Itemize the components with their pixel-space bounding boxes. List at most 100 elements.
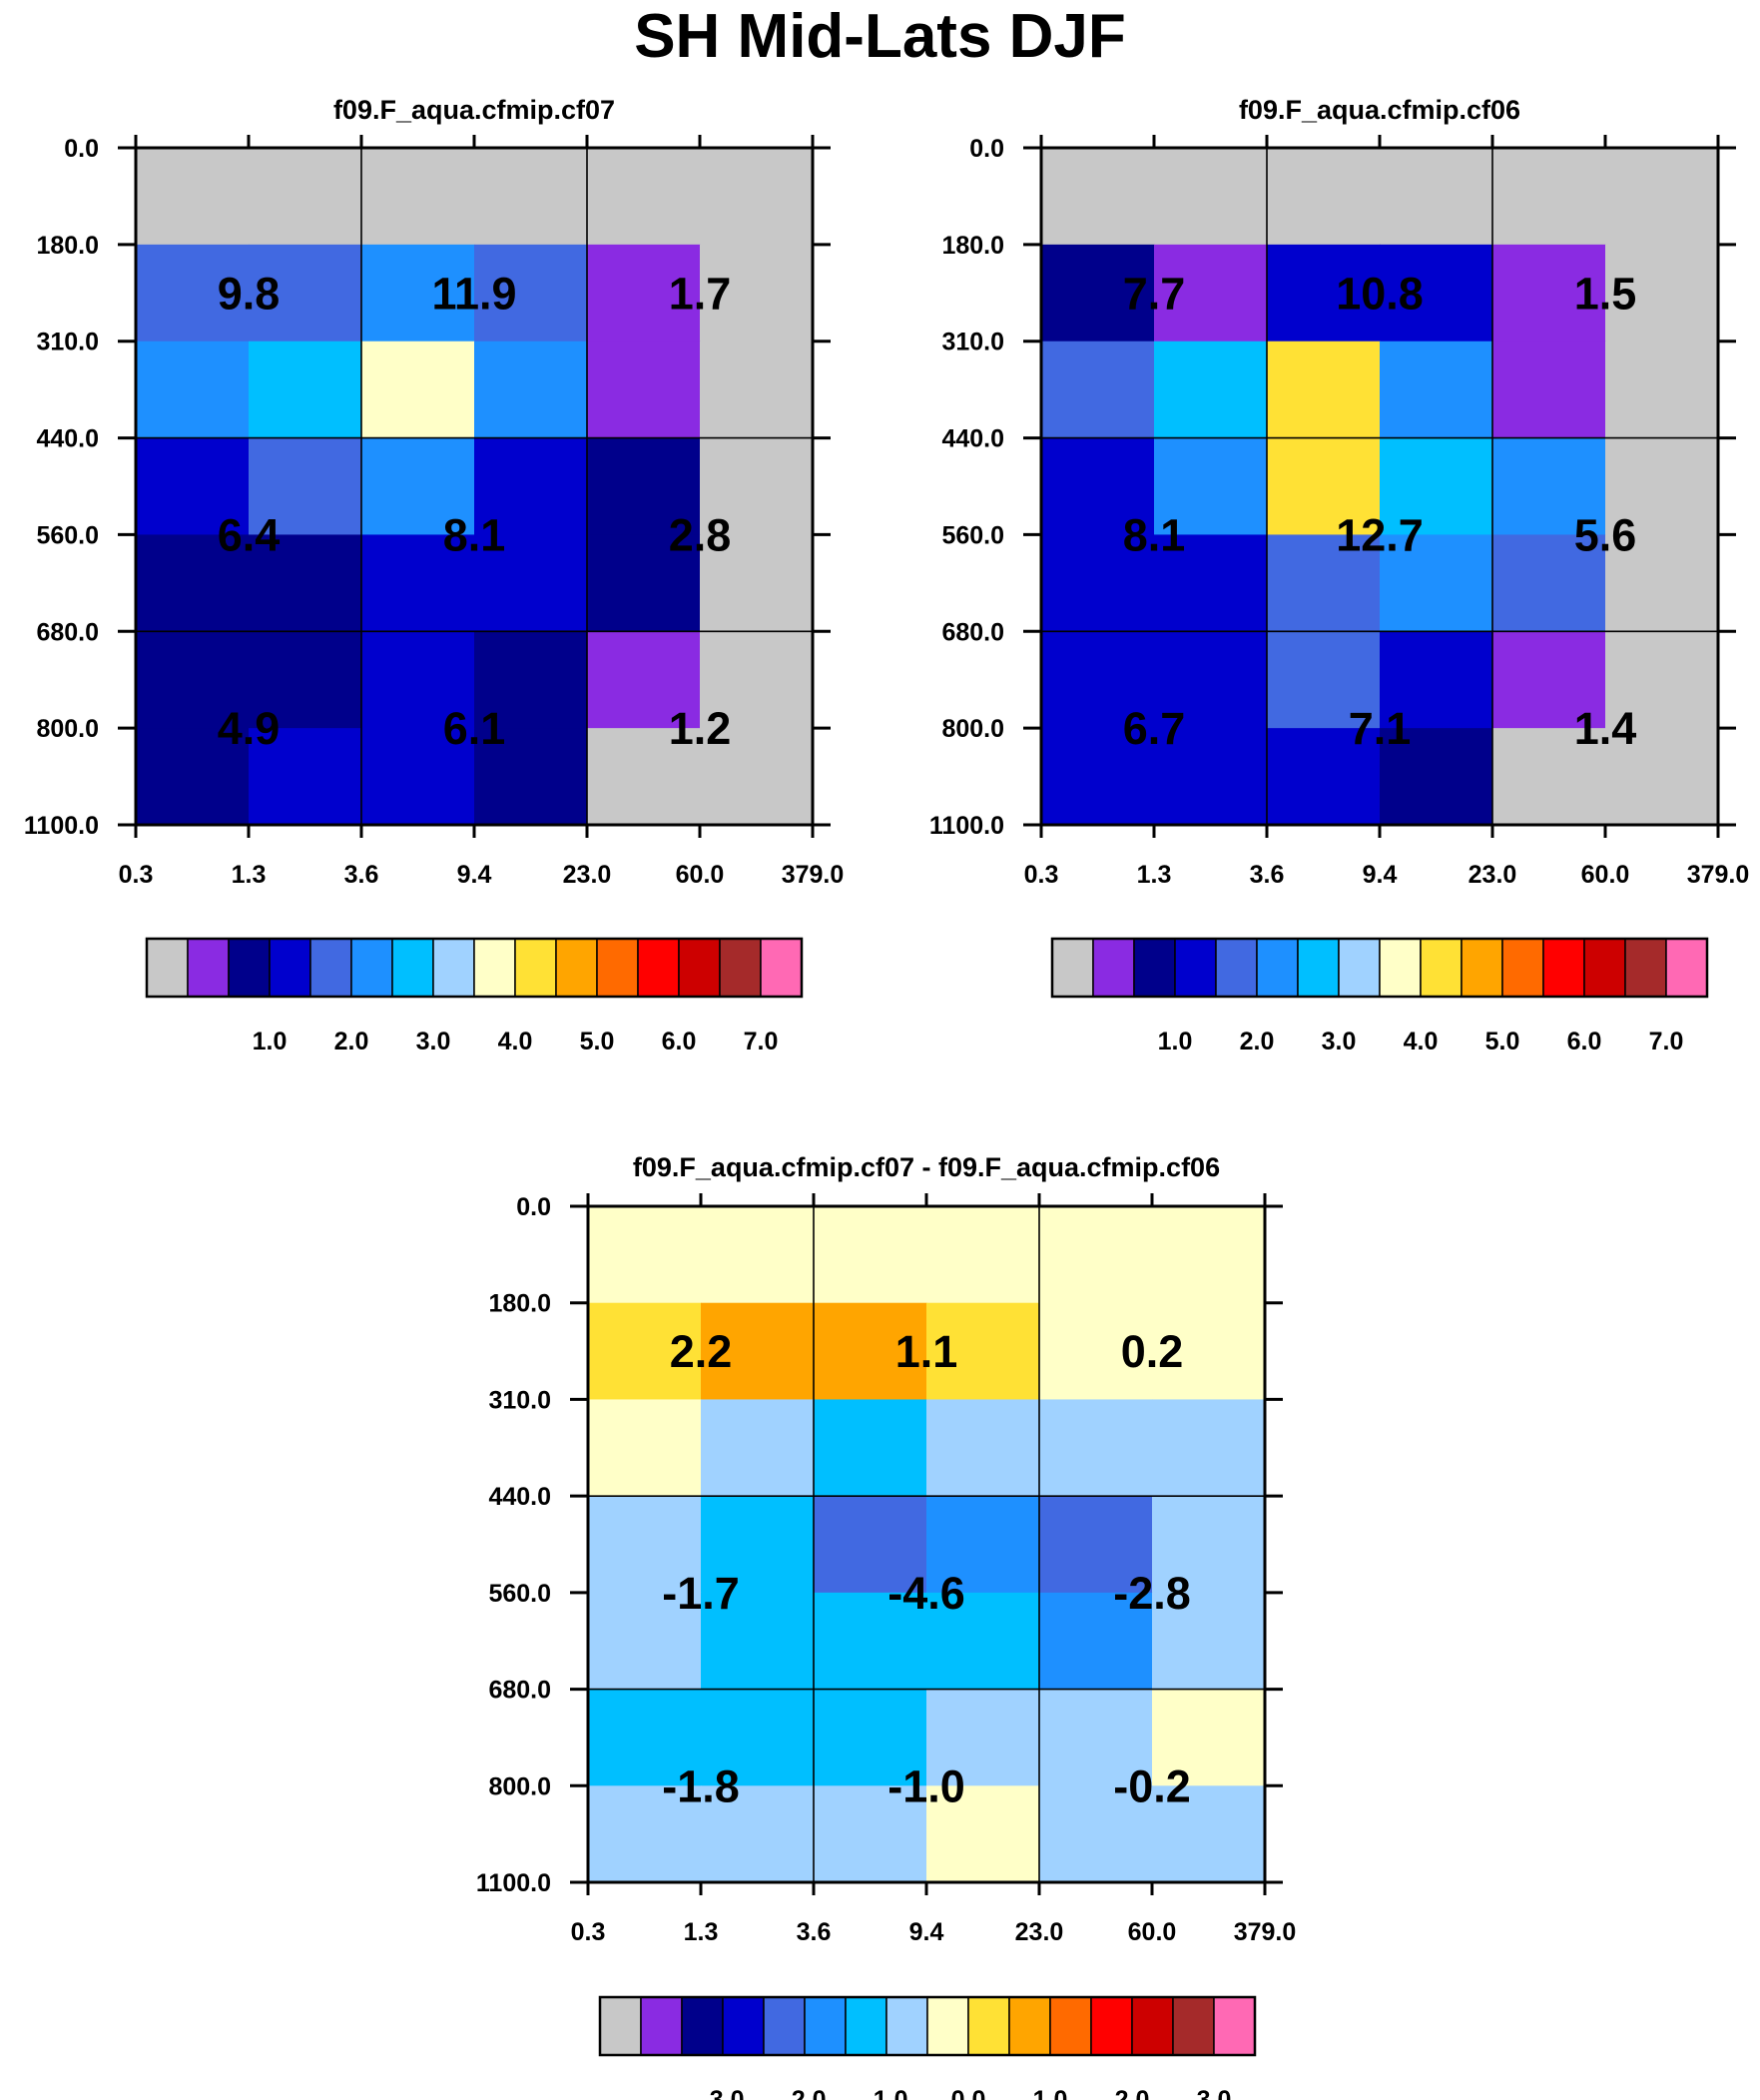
block-value-label: 4.9: [218, 703, 281, 754]
colorbar-tick-label: 1.0: [1158, 1028, 1193, 1055]
heatmap-cell: [1154, 728, 1268, 826]
heatmap-cell: [474, 148, 588, 246]
block-value-label: 5.6: [1574, 509, 1637, 560]
heatmap-cell: [474, 341, 588, 439]
heatmap-cell: [136, 437, 250, 536]
heatmap-cell: [136, 631, 250, 729]
colorbar-swatch: [885, 1996, 928, 2056]
x-tick-label: 9.4: [1363, 861, 1398, 889]
heatmap-cell: [1154, 341, 1268, 439]
heatmap-cell: [1041, 437, 1155, 536]
heatmap-cell: [926, 1689, 1040, 1786]
heatmap-cell: [1152, 1206, 1266, 1304]
panel-3: 0.3 1.3 3.6 9.4 23.0 60.0 379.0 0.0 180.0 310.0 44…: [476, 1152, 1296, 2100]
colorbar-frame: [598, 1995, 1257, 2057]
block-value-label: 1.5: [1574, 268, 1637, 319]
heatmap-cell: [1267, 148, 1381, 246]
heatmap-cell: [1039, 1302, 1153, 1401]
heatmap-cell: [926, 1302, 1040, 1401]
colorbar-swatch: [1090, 1996, 1133, 2056]
heatmap-cell: [249, 148, 362, 246]
colorbar-swatch: [1092, 938, 1135, 998]
heatmap-cell: [361, 534, 475, 632]
heatmap-cell: [1152, 1689, 1266, 1786]
heatmap-cell: [1380, 244, 1493, 343]
block-value-label: 7.1: [1349, 703, 1412, 754]
block-value-label: -1.0: [887, 1760, 965, 1811]
y-tick-label: 440.0: [488, 1483, 551, 1511]
colorbar-swatch: [1542, 938, 1585, 998]
heatmap-cell: [700, 244, 814, 343]
heatmap-cell: [926, 1496, 1040, 1594]
heatmap-cell: [587, 341, 701, 439]
heatmap-cell: [814, 1206, 927, 1304]
heatmap-cell: [701, 1399, 815, 1497]
heatmap-cell: [1605, 148, 1719, 246]
block-value-label: 11.9: [431, 268, 516, 319]
heatmap-cell: [361, 244, 475, 343]
colorbar-tick-label: 2.0: [334, 1028, 369, 1055]
colorbar-tick-label: -1.0: [865, 2086, 907, 2100]
y-tick-label: 1100.0: [476, 1869, 551, 1897]
colorbar-swatch: [1624, 938, 1667, 998]
heatmap-cell: [1039, 1496, 1153, 1594]
block-value-label: 2.8: [669, 509, 732, 560]
x-tick-label: 60.0: [676, 861, 725, 889]
x-tick-label: 379.0: [1234, 1918, 1297, 1946]
panel-title: f09.F_aqua.cfmip.cf06: [1239, 95, 1520, 125]
heatmap-cell: [474, 534, 588, 632]
heatmap-cell: [588, 1399, 702, 1497]
heatmap-cell: [1154, 534, 1268, 632]
colorbar-swatch: [1379, 938, 1422, 998]
y-tick-label: 800.0: [488, 1772, 551, 1800]
block-value-label: 1.1: [895, 1326, 958, 1377]
heatmap-cell: [701, 1785, 815, 1883]
heatmap-cell: [1154, 148, 1268, 246]
colorbar-swatch: [514, 938, 557, 998]
y-tick-label: 800.0: [36, 715, 99, 743]
heatmap-cell: [814, 1592, 927, 1691]
colorbar-tick-label: 1.0: [253, 1028, 288, 1055]
heatmap-cell: [587, 244, 701, 343]
heatmap-cell: [926, 1592, 1040, 1691]
colorbar-swatch: [681, 1996, 724, 2056]
heatmap-cell: [588, 1592, 702, 1691]
colorbar-swatch: [763, 1996, 806, 2056]
x-tick-label: 0.3: [571, 1918, 606, 1946]
heatmap-cell: [1041, 728, 1155, 826]
colorbar-tick-label: 6.0: [1567, 1028, 1602, 1055]
block-value-label: 6.7: [1123, 703, 1186, 754]
heatmap-cell: [1039, 1206, 1153, 1304]
colorbar-tick-label: 3.0: [416, 1028, 451, 1055]
colorbar-tick-label: 5.0: [1485, 1028, 1520, 1055]
heatmap-cell: [1492, 244, 1606, 343]
x-tick-label: 379.0: [782, 861, 845, 889]
colorbar-swatch: [719, 938, 762, 998]
heatmap-cell: [474, 437, 588, 536]
heatmap-cell: [1492, 341, 1606, 439]
heatmap-cell: [1492, 437, 1606, 536]
colorbar-swatch: [309, 938, 352, 998]
heatmap-cell: [588, 1496, 702, 1594]
heatmap-cell: [587, 728, 701, 826]
heatmap-cell: [700, 534, 814, 632]
heatmap-cell: [249, 728, 362, 826]
heatmap-cell: [1039, 1592, 1153, 1691]
heatmap-cell: [249, 534, 362, 632]
heatmap-cell: [249, 631, 362, 729]
heatmap-cell: [1605, 534, 1719, 632]
panel-title: f09.F_aqua.cfmip.cf07 - f09.F_aqua.cfmip…: [633, 1152, 1220, 1182]
block-value-label: 0.2: [1121, 1326, 1184, 1377]
block-value-label: -0.2: [1113, 1760, 1191, 1811]
colorbar-swatch: [599, 1996, 642, 2056]
y-tick-label: 1100.0: [24, 812, 99, 840]
heatmap-cell: [1380, 631, 1493, 729]
x-tick-label: 379.0: [1687, 861, 1750, 889]
colorbar-swatch: [1583, 938, 1626, 998]
x-tick-label: 0.3: [119, 861, 154, 889]
heatmap-cell: [814, 1399, 927, 1497]
heatmap-cell: [588, 1689, 702, 1786]
colorbar-tick-label: 3.0: [1322, 1028, 1357, 1055]
x-tick-label: 23.0: [563, 861, 612, 889]
